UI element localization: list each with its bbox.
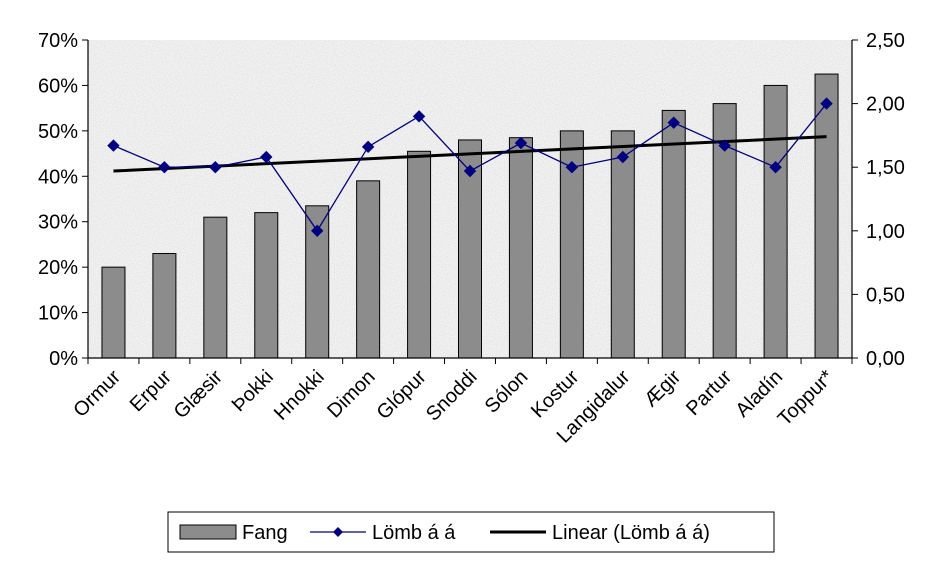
left-tick-label: 0% [49,348,78,370]
marker-Langidalur [616,150,630,164]
axes-group: 0% 10% 20% 30% 40% 50% 60% 70% 0,00 0,50 1,00 1,50 2… [38,30,905,370]
left-tick-label: 60% [38,75,78,97]
marker-Þokki [260,150,273,164]
bar-Glópur [407,150,432,359]
legend: Fang Lömb á á Linear (Lömb á á) [167,511,775,553]
bar-Aladín [763,84,788,359]
legend-swatch-fang [179,524,237,540]
right-tick-label: 2,00 [866,94,905,116]
left-tick-label: 20% [38,257,78,279]
right-tick-label: 1,00 [866,221,905,243]
lomb-line-group [107,97,833,238]
right-tick-label: 1,50 [866,157,905,179]
fang-bars [101,73,839,359]
marker-Kostur [565,160,579,174]
marker-Hnokki [310,224,324,238]
x-label-Hnokki: Hnokki [270,366,329,425]
marker-Ormur [107,139,120,152]
x-label-Ægir: Ægir [640,366,686,412]
bar-Dimon [356,180,381,359]
marker-Partur [718,139,731,152]
x-label-Dimon: Dimon [323,366,379,422]
left-tick-label: 70% [38,30,78,52]
right-tick-label: 0,50 [866,284,905,306]
x-label-Sólon: Sólon [481,366,533,418]
trendline-group [113,135,827,173]
marker-Toppur* [820,97,833,110]
right-tick-label: 2,50 [866,30,905,52]
left-tick-label: 40% [38,166,78,188]
bar-Sólon [508,137,533,359]
marker-Glæsir [209,160,222,174]
x-label-Toppur*: Toppur* [774,366,838,430]
left-tick-label: 50% [38,121,78,143]
trendline [113,135,827,173]
bar-Ormur [101,266,126,359]
bar-Toppur* [814,73,839,359]
right-tick-label: 0,00 [866,348,905,370]
bar-Þokki [254,212,279,359]
legend-label-fang: Fang [242,522,288,544]
marker-Dimon [361,140,375,154]
bar-Langidalur [610,130,635,359]
marker-Snoddi [463,164,477,178]
x-label-Glópur: Glópur [373,366,431,424]
bar-Glæsir [203,216,228,359]
legend-label-trendline: Linear (Lömb á á) [552,522,710,544]
legend-box [167,511,775,553]
marker-Aladín [769,160,782,174]
bar-Ægir [661,109,686,359]
marker-Erpur [158,160,171,174]
x-label-Erpur: Erpur [126,366,176,416]
x-label-Partur: Partur [682,366,736,420]
marker-Ægir [667,116,680,129]
left-tick-label: 30% [38,212,78,234]
x-label-Ormur: Ormur [69,366,125,422]
legend-label-lomb: Lömb á á [372,522,456,544]
x-label-Glæsir: Glæsir [170,366,227,423]
legend-swatch-lomb-marker [333,527,343,537]
bar-Erpur [152,253,177,359]
marker-Sólon [514,136,528,150]
left-tick-label: 10% [38,303,78,325]
marker-Glópur [412,110,426,123]
x-label-Snoddi: Snoddi [422,366,482,426]
